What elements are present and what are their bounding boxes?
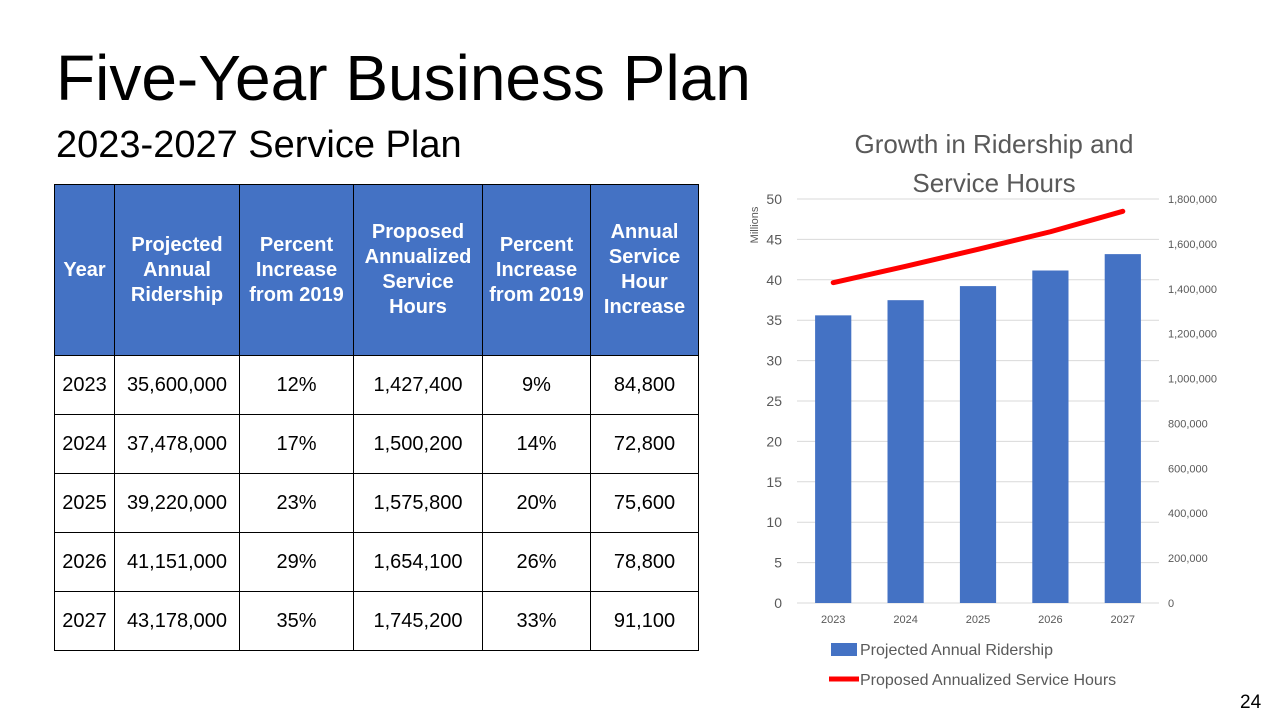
cell-service-hours: 1,745,200 [353, 591, 483, 651]
cell-ridership-percent: 17% [239, 414, 354, 474]
cell-hour-increase: 91,100 [590, 591, 699, 651]
cell-hours-percent: 20% [482, 473, 591, 533]
ridership-bar [1104, 254, 1141, 603]
right-axis-tick-label: 800,000 [1168, 418, 1208, 430]
cell-year: 2027 [54, 591, 115, 651]
cell-hour-increase: 78,800 [590, 532, 699, 592]
x-axis-tick-label: 2024 [893, 614, 917, 626]
slide-subtitle: 2023-2027 Service Plan [56, 124, 462, 166]
cell-ridership: 41,151,000 [114, 532, 240, 592]
header-ridership-percent-increase: Percent Increase from 2019 [239, 184, 354, 356]
ridership-bar [815, 315, 852, 603]
cell-service-hours: 1,500,200 [353, 414, 483, 474]
cell-year: 2026 [54, 532, 115, 592]
slide-title: Five-Year Business Plan [56, 42, 751, 114]
legend-label-ridership: Projected Annual Ridership [860, 642, 1053, 659]
chart-legend: Projected Annual Ridership Proposed Annu… [829, 642, 1116, 689]
cell-ridership: 35,600,000 [114, 355, 240, 415]
left-axis-tick-label: 25 [766, 393, 782, 409]
x-axis-ticks: 2023 2024 2025 2026 2027 [821, 614, 1135, 626]
right-axis-tick-label: 400,000 [1168, 508, 1208, 520]
x-axis-tick-label: 2023 [821, 614, 845, 626]
cell-year: 2024 [54, 414, 115, 474]
right-axis-tick-label: 1,000,000 [1168, 374, 1217, 386]
table-header-row: Year Projected Annual Ridership Percent … [54, 184, 699, 356]
ridership-bars [815, 254, 1141, 603]
right-axis-tick-label: 0 [1168, 598, 1174, 610]
chart-title-line-2: Service Hours [912, 168, 1075, 198]
service-hours-line-group [830, 208, 1126, 286]
cell-hour-increase: 75,600 [590, 473, 699, 533]
left-axis-tick-label: 0 [774, 595, 782, 611]
cell-ridership-percent: 29% [239, 532, 354, 592]
x-axis-tick-label: 2026 [1038, 614, 1062, 626]
cell-ridership-percent: 12% [239, 355, 354, 415]
header-annual-service-hour-increase: Annual Service Hour Increase [590, 184, 699, 356]
right-axis-tick-label: 1,600,000 [1168, 239, 1217, 251]
cell-hour-increase: 72,800 [590, 414, 699, 474]
x-axis-tick-label: 2027 [1111, 614, 1135, 626]
right-axis-tick-label: 1,800,000 [1168, 194, 1217, 206]
cell-hour-increase: 84,800 [590, 355, 699, 415]
cell-ridership-percent: 35% [239, 591, 354, 651]
ridership-bar [1032, 270, 1069, 603]
right-axis-tick-label: 600,000 [1168, 463, 1208, 475]
cell-ridership: 37,478,000 [114, 414, 240, 474]
right-axis-tick-label: 1,200,000 [1168, 329, 1217, 341]
ridership-service-hours-chart: Growth in Ridership and Service Hours Mi… [749, 129, 1217, 689]
table-row: 2024 37,478,000 17% 1,500,200 14% 72,800 [54, 414, 699, 474]
cell-service-hours: 1,575,800 [353, 473, 483, 533]
left-axis-tick-label: 5 [774, 555, 782, 571]
table-row: 2026 41,151,000 29% 1,654,100 26% 78,800 [54, 532, 699, 592]
left-axis-tick-label: 20 [766, 433, 782, 449]
table-row: 2025 39,220,000 23% 1,575,800 20% 75,600 [54, 473, 699, 533]
left-axis-tick-label: 15 [766, 474, 782, 490]
right-axis-ticks: 0 200,000 400,000 600,000 800,000 1,000,000 1,… [1168, 194, 1217, 610]
cell-hours-percent: 33% [482, 591, 591, 651]
left-axis-ticks: 0 5 10 15 20 25 30 35 40 45 50 [766, 191, 782, 611]
header-service-hours-percent-increase: Percent Increase from 2019 [482, 184, 591, 356]
cell-service-hours: 1,654,100 [353, 532, 483, 592]
cell-ridership-percent: 23% [239, 473, 354, 533]
legend-swatch-ridership [831, 643, 857, 656]
header-year: Year [54, 184, 115, 356]
y-axis-label: Millions [749, 206, 761, 243]
legend-label-service-hours: Proposed Annualized Service Hours [860, 672, 1116, 689]
left-axis-tick-label: 10 [766, 514, 782, 530]
header-proposed-service-hours: Proposed Annualized Service Hours [353, 184, 483, 356]
cell-year: 2025 [54, 473, 115, 533]
left-axis-tick-label: 40 [766, 272, 782, 288]
table-row: 2027 43,178,000 35% 1,745,200 33% 91,100 [54, 591, 699, 651]
right-axis-tick-label: 200,000 [1168, 553, 1208, 565]
left-axis-tick-label: 35 [766, 312, 782, 328]
cell-service-hours: 1,427,400 [353, 355, 483, 415]
left-axis-tick-label: 50 [766, 191, 782, 207]
left-axis-tick-label: 30 [766, 353, 782, 369]
cell-year: 2023 [54, 355, 115, 415]
x-axis-tick-label: 2025 [966, 614, 990, 626]
service-hours-line [830, 208, 1126, 286]
service-plan-table: Year Projected Annual Ridership Percent … [54, 184, 699, 651]
cell-hours-percent: 14% [482, 414, 591, 474]
ridership-bar [959, 286, 997, 603]
right-axis-tick-label: 1,400,000 [1168, 284, 1217, 296]
cell-ridership: 43,178,000 [114, 591, 240, 651]
left-axis-tick-label: 45 [766, 231, 782, 247]
ridership-bar [887, 300, 924, 603]
page-number: 24 [1240, 692, 1262, 713]
header-projected-annual-ridership: Projected Annual Ridership [114, 184, 240, 356]
cell-hours-percent: 9% [482, 355, 591, 415]
table-row: 2023 35,600,000 12% 1,427,400 9% 84,800 [54, 355, 699, 415]
cell-ridership: 39,220,000 [114, 473, 240, 533]
chart-title-line-1: Growth in Ridership and [855, 129, 1134, 159]
cell-hours-percent: 26% [482, 532, 591, 592]
